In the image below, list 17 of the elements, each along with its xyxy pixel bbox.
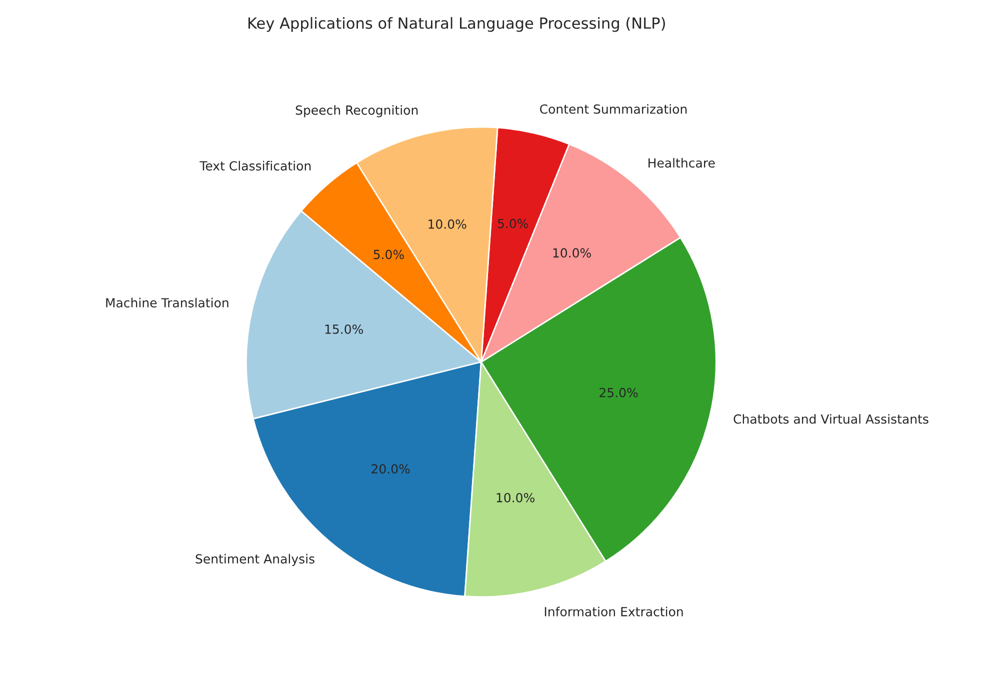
chart-title: Key Applications of Natural Language Processing (NLP)	[248, 17, 665, 32]
slice-label: Healthcare	[648, 158, 715, 168]
slice-label: Sentiment Analysis	[196, 554, 314, 566]
data-label: 10.0%	[553, 248, 591, 258]
data-label: 20.0%	[372, 464, 410, 474]
slice-label: Text Classification	[200, 160, 311, 171]
data-label: 5.0%	[374, 250, 404, 260]
data-label: 10.0%	[428, 219, 466, 229]
data-label: 5.0%	[498, 218, 528, 228]
data-label: 10.0%	[496, 492, 534, 502]
slice-label: Machine Translation	[106, 298, 228, 308]
data-label: 25.0%	[600, 388, 638, 398]
slice-label: Chatbots and Virtual Assistants	[734, 414, 928, 424]
slice-label: Speech Recognition	[296, 105, 418, 118]
data-label: 15.0%	[325, 324, 363, 334]
slice-label: Content Summarization	[540, 104, 687, 114]
slice-label: Information Extraction	[544, 606, 683, 616]
